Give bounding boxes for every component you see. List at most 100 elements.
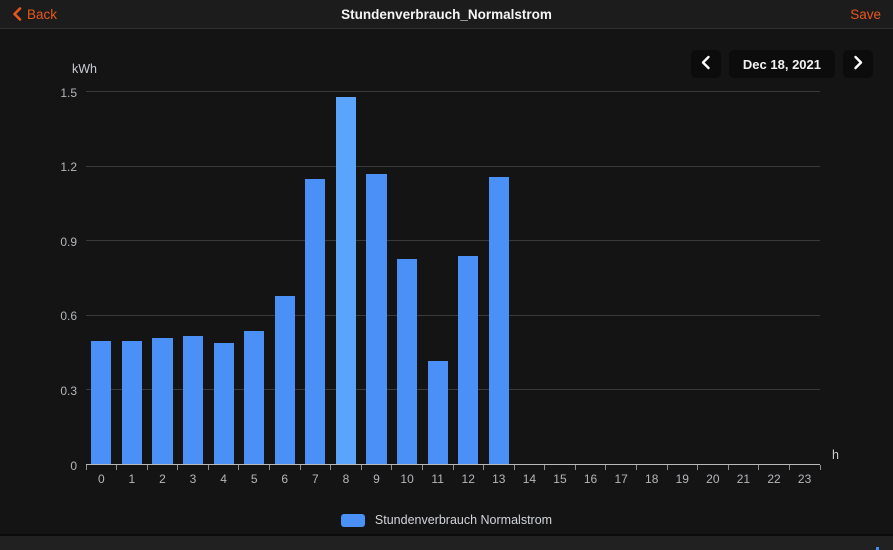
bar-cell [147,92,178,465]
bar-hour-0[interactable] [91,340,112,465]
y-axis-title: kWh [72,62,97,76]
bar-cell [422,92,453,465]
x-tick-label: 22 [767,472,781,486]
bar-cell [300,92,331,465]
y-tick-label: 0.9 [60,234,77,249]
x-tick [177,465,179,470]
x-tick [238,465,240,470]
bar-cell [178,92,209,465]
bar-hour-9[interactable] [366,174,387,465]
x-axis-line [86,464,820,465]
x-tick [360,465,362,470]
bar-hour-2[interactable] [152,338,173,465]
bar-cell [575,92,606,465]
x-tick [697,465,699,470]
x-tick [727,465,729,470]
x-tick [269,465,270,470]
chart-tab-icon[interactable] [871,547,884,550]
gridline [86,165,820,167]
bar-cell [453,92,484,465]
bar-cell [239,92,270,465]
y-tick-label: 0.3 [60,383,77,398]
save-button[interactable]: Save [850,6,881,22]
x-tick [636,465,637,470]
bar-hour-5[interactable] [244,330,265,465]
x-tick [207,465,209,470]
next-day-button[interactable] [843,50,873,78]
y-tick-label: 0.6 [60,309,77,324]
x-labels-row: 0 1 2 3 4 5 6 7 8 9 10 11 12 13 14 15 16 17 18 19 20 21 22 23 [86,472,820,486]
bar-hour-6[interactable] [274,295,295,465]
x-tick-label: 13 [492,472,506,486]
x-tick-label: 10 [400,472,414,486]
bar-cell [86,92,117,465]
top-bar: Back Stundenverbrauch_Normalstrom Save [0,0,893,29]
x-tick [483,465,485,470]
bar-hour-1[interactable] [121,340,142,465]
bar-hour-12[interactable] [458,256,479,465]
bar-cell [269,92,300,465]
page-title: Stundenverbrauch_Normalstrom [341,6,552,22]
bar-cell [514,92,545,465]
bar-cell [789,92,820,465]
bar-hour-11[interactable] [427,360,448,465]
bar-cell [331,92,362,465]
x-tick [299,465,301,470]
legend-label: Stundenverbrauch Normalstrom [374,513,553,527]
x-tick-label: 11 [431,472,444,486]
y-tick-label: 0 [70,458,77,473]
back-button[interactable]: Back [12,7,57,22]
x-tick [513,465,515,470]
bar-hour-10[interactable] [396,258,418,465]
gridline [86,389,820,391]
date-navigation: Dec 18, 2021 [690,50,873,78]
x-tick-label: 17 [614,472,628,486]
bar-hour-8[interactable] [335,96,356,465]
x-tick-label: 14 [522,472,537,486]
bar-hour-3[interactable] [182,335,204,465]
bar-cell [728,92,759,465]
x-tick-label: 3 [189,472,197,486]
bar-cell [759,92,790,465]
bar-cell [117,92,148,465]
chevron-left-icon [12,7,22,21]
prev-day-button[interactable] [690,50,721,78]
x-tick-label: 5 [250,472,258,486]
x-tick [788,465,790,470]
bar-cell [392,92,423,465]
date-picker-button[interactable]: Dec 18, 2021 [728,50,835,78]
x-tick [391,465,393,470]
x-tick [116,465,118,470]
bottom-tab-bar [0,534,893,550]
x-tick-label: 8 [342,472,350,486]
x-tick [85,465,87,470]
x-tick [544,465,546,470]
bar-cell [208,92,239,465]
x-tick-label: 2 [159,472,166,486]
bars-container [86,92,820,465]
y-tick-label: 1.5 [60,85,77,100]
x-tick-label: 9 [373,472,380,486]
x-tick [421,465,423,470]
x-tick [452,465,454,470]
x-tick [605,465,607,470]
x-tick-label: 19 [675,472,689,486]
bar-cell [545,92,576,465]
back-label: Back [27,6,58,22]
bar-cell [698,92,729,465]
x-tick [819,465,821,470]
bar-hour-7[interactable] [305,179,326,465]
x-tick-label: 15 [553,472,567,486]
x-tick-label: 6 [281,472,289,486]
x-tick-label: 1 [128,472,136,486]
x-tick-label: 20 [706,472,720,486]
legend-item[interactable]: Stundenverbrauch Normalstrom [0,513,893,527]
gridline [86,91,820,92]
bar-cell [636,92,667,465]
x-tick-label: 7 [311,472,319,486]
plot-area: 0 0.3 0.6 0.9 1.2 1.5 0 1 2 3 4 5 6 7 8 9 10 11 12 13 14 15 16… [60,86,821,486]
bar-hour-13[interactable] [488,176,509,465]
legend-color-swatch [340,513,365,527]
bar-hour-4[interactable] [213,343,234,465]
x-tick [330,465,332,470]
